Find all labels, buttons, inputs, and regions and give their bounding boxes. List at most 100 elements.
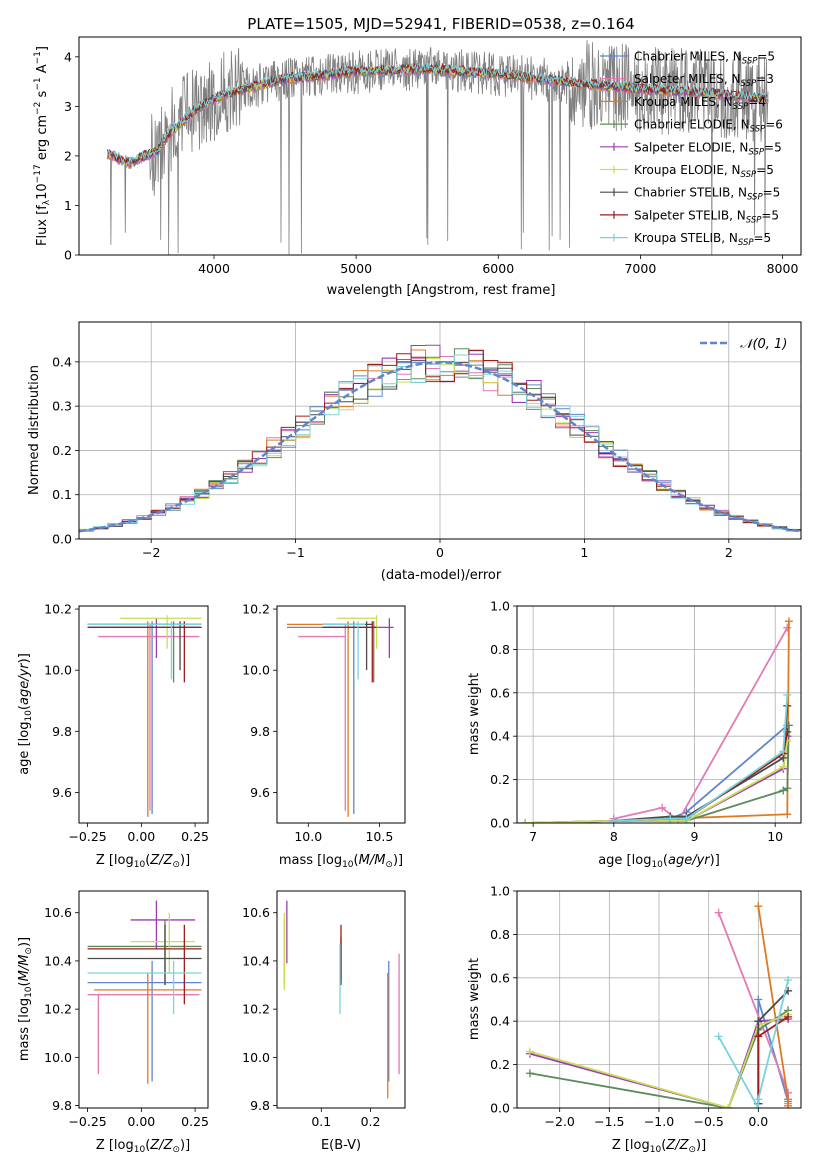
y-tick-label: 10.2 xyxy=(242,602,270,617)
series-marker xyxy=(714,1032,723,1041)
x-tick-label: 10.0 xyxy=(294,829,322,844)
series-lines xyxy=(521,617,793,823)
series-line xyxy=(757,999,789,1104)
legend-label: Chabrier MILES, NSSP=5 xyxy=(634,50,775,67)
mass-vs-ebv-panel: 0.1 0.2 9.8 10.0 10.2 10.4 10.6 E(B-V) xyxy=(242,890,406,1153)
y-tick-label: 10.6 xyxy=(44,905,72,920)
y-tick-label: 10.4 xyxy=(44,953,72,968)
series-marker xyxy=(609,816,618,823)
y-tick-label: 0.4 xyxy=(490,729,510,744)
y-tick-label: 1.0 xyxy=(490,884,510,899)
y-tick-label: 1.0 xyxy=(490,599,510,614)
x-tick-label: 0.25 xyxy=(181,1114,209,1129)
y-tick-label: 2 xyxy=(64,148,72,163)
series-marker xyxy=(754,995,763,1004)
spectrum-panel: 4000 5000 6000 7000 8000 0 1 2 3 4 wavelength [An… xyxy=(33,36,802,298)
gaussian-curve xyxy=(79,361,801,533)
y-tick-label: 0.2 xyxy=(490,772,510,787)
y-tick-label: 0.2 xyxy=(52,443,72,458)
series-marker xyxy=(525,1047,534,1056)
x-tick-label: 10 xyxy=(767,829,783,844)
hist-kroupa-stelib xyxy=(79,354,801,534)
series-marker xyxy=(779,786,788,795)
series-line xyxy=(525,740,789,823)
x-tick-label: 0.1 xyxy=(311,1114,331,1129)
series-marker xyxy=(779,747,788,756)
mass-vs-ebv-xlabel: E(B-V) xyxy=(321,1138,361,1153)
x-tick-label: 10.5 xyxy=(365,829,393,844)
residuals-xlabel: (data-model)/error xyxy=(381,568,502,583)
series-line xyxy=(613,724,788,822)
y-tick-label: 10.0 xyxy=(242,1050,270,1065)
model-spectrum-kroupa-stelib xyxy=(106,62,769,167)
y-tick-label: 9.6 xyxy=(52,785,72,800)
mass-vs-metallicity-xlabel: Z [log10(Z/Z⊙)] xyxy=(96,1138,190,1155)
series-marker xyxy=(682,814,691,823)
series-lines xyxy=(525,902,793,1108)
series-marker xyxy=(779,762,788,771)
y-tick-label: 9.8 xyxy=(250,724,270,739)
y-tick-label: 0.4 xyxy=(490,1014,510,1029)
y-tick-label: 10.4 xyxy=(242,953,270,968)
y-tick-label: 0.0 xyxy=(490,1101,510,1116)
points xyxy=(87,615,202,817)
y-tick-label: 0.4 xyxy=(52,354,72,369)
series-line xyxy=(717,912,789,1104)
y-tick-label: 0.1 xyxy=(52,487,72,502)
series-line xyxy=(613,621,790,822)
x-tick-label: −2 xyxy=(142,545,160,560)
series-line xyxy=(613,627,789,823)
residuals-ylabel: Normed distribution xyxy=(27,365,42,495)
spectrum-xlabel: wavelength [Angstrom, rest frame] xyxy=(327,283,556,298)
points xyxy=(283,900,400,1099)
age-vs-mass-panel: 10.0 10.5 9.6 9.8 10.0 10.2 mass [log10(M/M⊙)… xyxy=(242,602,406,870)
x-tick-label: 5000 xyxy=(340,261,372,276)
series-marker xyxy=(754,1017,763,1026)
x-tick-label: −1.5 xyxy=(594,1114,624,1129)
spectrum-lines xyxy=(106,40,769,255)
series-line xyxy=(717,979,789,1108)
mass-vs-metallicity-ylabel: mass [log10(M/M⊙)] xyxy=(17,937,34,1061)
y-tick-label: 10.2 xyxy=(242,1002,270,1017)
y-tick-label: 10.6 xyxy=(242,905,270,920)
legend-label: Salpeter MILES, NSSP=3 xyxy=(634,72,774,89)
legend-label: Salpeter ELODIE, NSSP=5 xyxy=(634,140,782,157)
series-marker xyxy=(784,1101,793,1108)
x-tick-label: −0.5 xyxy=(693,1114,723,1129)
series-marker xyxy=(724,1104,733,1108)
x-tick-label: 1 xyxy=(580,545,588,560)
x-tick-label: −0.25 xyxy=(68,829,106,844)
x-tick-label: 4000 xyxy=(198,261,230,276)
age-vs-metallicity-ylabel: age [log10(age/yr)] xyxy=(17,653,34,775)
series-marker xyxy=(754,902,763,911)
x-tick-label: 8 xyxy=(610,829,618,844)
x-tick-label: −0.25 xyxy=(68,1114,106,1129)
weight-vs-age-panel: 7 8 9 10 0.0 0.2 0.4 0.6 0.8 1.0 age [log10(age/y… xyxy=(467,599,802,870)
series-line xyxy=(613,705,789,822)
series-marker xyxy=(714,908,723,917)
weight-vs-metallicity-xlabel: Z [log10(Z/Z⊙)] xyxy=(612,1138,706,1155)
x-tick-label: 2 xyxy=(725,545,733,560)
y-tick-label: 10.0 xyxy=(44,663,72,678)
y-tick-label: 1 xyxy=(64,198,72,213)
legend-label: Salpeter STELIB, NSSP=5 xyxy=(634,208,779,225)
points xyxy=(286,615,394,817)
age-vs-mass-xlabel: mass [log10(M/M⊙)] xyxy=(279,853,403,870)
x-tick-label: −1.0 xyxy=(644,1114,674,1129)
y-tick-label: 10.2 xyxy=(44,1002,72,1017)
weight-vs-metallicity-ylabel: mass weight xyxy=(467,958,482,1040)
series-marker xyxy=(754,1032,763,1041)
legend-label: Chabrier STELIB, NSSP=5 xyxy=(634,186,780,203)
series-marker xyxy=(666,814,675,823)
legend-gaussian-label: 𝒩(0, 1) xyxy=(740,337,787,352)
series-line xyxy=(757,1016,789,1104)
series-line xyxy=(529,1013,789,1108)
residuals-panel: −2 −1 0 1 2 0.0 0.1 0.2 0.3 0.4 (data-model)/erro… xyxy=(27,321,802,583)
series-marker xyxy=(521,819,530,823)
series-marker xyxy=(783,810,792,819)
legend-label: Chabrier ELODIE, NSSP=6 xyxy=(634,118,783,135)
age-vs-metallicity-xlabel: Z [log10(Z/Z⊙)] xyxy=(96,853,190,870)
weight-vs-age-ylabel: mass weight xyxy=(467,673,482,755)
x-tick-label: 0.00 xyxy=(127,829,155,844)
y-tick-label: 0.3 xyxy=(52,399,72,414)
